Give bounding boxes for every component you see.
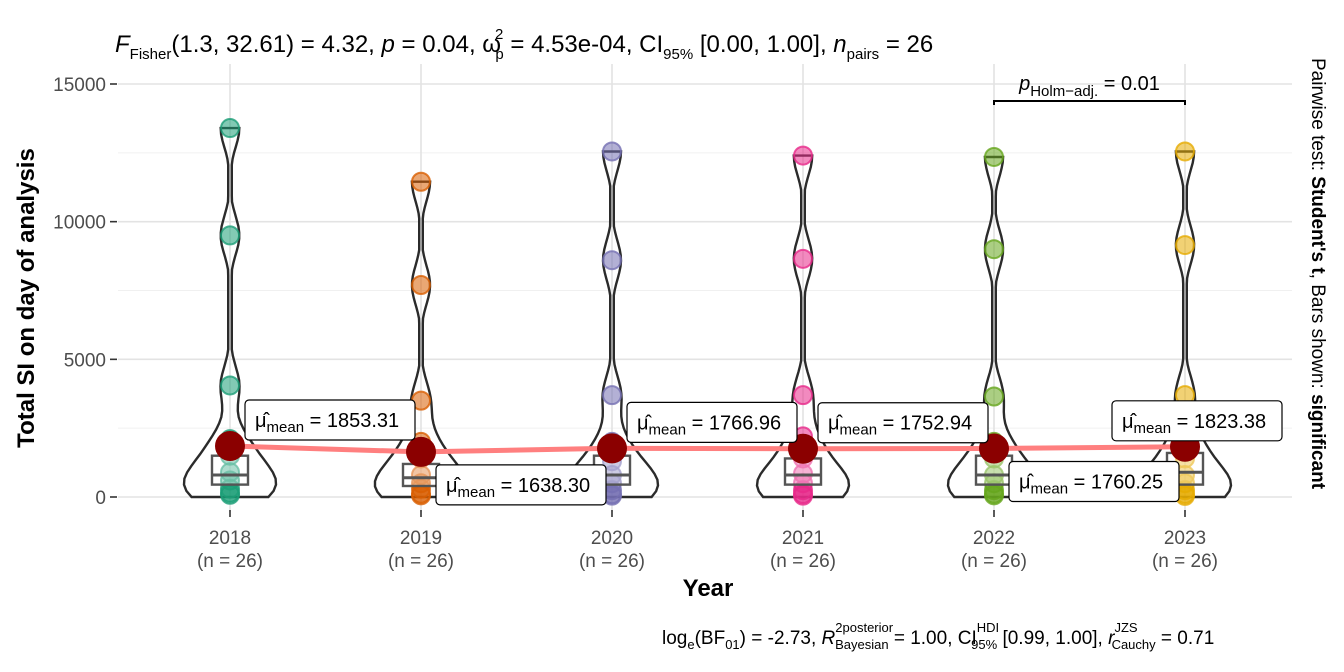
data-point (984, 386, 1004, 407)
data-point (220, 484, 240, 505)
bracket-label: pHolm−adj. = 0.01 (1018, 73, 1160, 100)
x-tick-label: 2019 (400, 528, 442, 549)
data-point (220, 375, 240, 396)
x-tick-n-label: (n = 26) (770, 551, 836, 572)
grid (118, 64, 1292, 512)
data-point (411, 485, 431, 506)
y-tick-label: 10000 (53, 213, 106, 234)
data-point (1175, 235, 1195, 256)
mean-label-box (435, 464, 607, 506)
mean-path (229, 443, 1186, 455)
mean-labels: μ̂mean = 1853.31μ̂mean = 1638.30μ̂mean =… (244, 399, 1283, 506)
y-tick-label: 5000 (64, 350, 106, 371)
x-tick-n-label: (n = 26) (1152, 551, 1218, 572)
mean-label-box (244, 399, 416, 441)
x-tick-label: 2021 (782, 528, 824, 549)
data-point (793, 485, 813, 506)
data-point (793, 145, 813, 166)
data-point (793, 248, 813, 269)
mean-label-box (817, 402, 989, 444)
x-tick-n-label: (n = 26) (961, 551, 1027, 572)
mean-label: μ̂mean = 1760.25 (1019, 472, 1163, 498)
boxplot-box (210, 454, 250, 486)
mean-point (215, 430, 245, 461)
data-point (411, 171, 431, 192)
data-point (602, 385, 622, 406)
chart-title: FFisher(1.3, 32.61) = 4.32, p = 0.04, ω2… (115, 26, 933, 63)
chart-caption: loge(BF01) = -2.73, R2posterior Bayesian … (662, 620, 1214, 652)
pairwise-side-text: Pairwise test: Student's t, Bars shown: … (1307, 58, 1328, 490)
mean-label-box (626, 401, 798, 443)
mean-label-box (1111, 400, 1283, 442)
mean-line (215, 430, 1200, 467)
x-tick-n-label: (n = 26) (197, 551, 263, 572)
mean-point (406, 436, 436, 467)
x-axis-title: Year (683, 575, 734, 602)
data-point (220, 118, 240, 139)
y-axis-title: Total SI on day of analysis (13, 148, 40, 448)
mean-label-box (1008, 460, 1180, 503)
x-tick-label: 2023 (1164, 528, 1206, 549)
y-tick-label: 15000 (53, 75, 106, 96)
mean-label: μ̂mean = 1638.30 (446, 475, 590, 501)
x-tick-n-label: (n = 26) (579, 551, 645, 572)
bracket-line (993, 100, 1186, 105)
x-tick-n-label: (n = 26) (388, 551, 454, 572)
data-point (602, 250, 622, 271)
x-tick-label: 2022 (973, 528, 1015, 549)
x-tick-label: 2020 (591, 528, 633, 549)
x-tick-label: 2018 (209, 528, 251, 549)
data-point (793, 385, 813, 406)
data-point (220, 225, 240, 246)
mean-label: μ̂mean = 1823.38 (1122, 411, 1266, 437)
y-tick-label: 0 (95, 488, 106, 509)
data-point (984, 146, 1004, 167)
boxplot-box (401, 462, 441, 488)
mean-point (597, 433, 627, 464)
data-point (1175, 141, 1195, 162)
data-point (984, 485, 1004, 506)
pairwise-bracket: pHolm−adj. = 0.01 (993, 73, 1186, 105)
data-point (602, 141, 622, 162)
data-point (411, 274, 431, 295)
data-point (984, 239, 1004, 260)
